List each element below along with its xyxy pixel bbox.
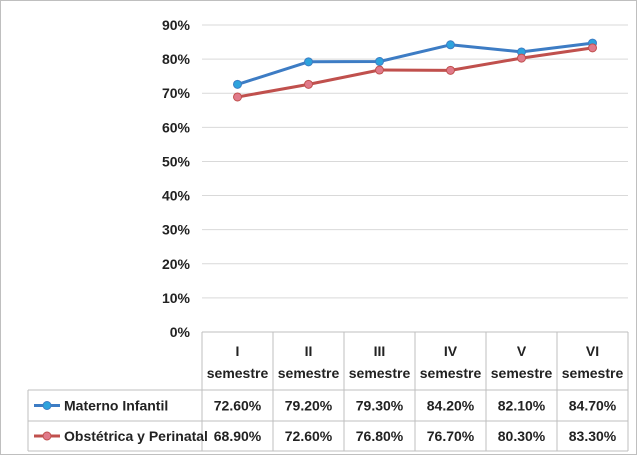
series-line-2 bbox=[237, 46, 593, 99]
y-tick-label: 70% bbox=[162, 85, 191, 101]
series-line-1 bbox=[237, 41, 593, 86]
x-category-label: I bbox=[236, 343, 240, 359]
legend-series-name: Materno Infantil bbox=[64, 398, 168, 414]
y-tick-label: 60% bbox=[162, 119, 191, 135]
y-tick-label: 20% bbox=[162, 256, 191, 272]
table-value-cell: 83.30% bbox=[569, 428, 617, 444]
data-point bbox=[517, 53, 526, 63]
data-point bbox=[375, 56, 384, 66]
data-point bbox=[233, 79, 242, 89]
data-point bbox=[446, 65, 455, 75]
table-value-cell: 79.20% bbox=[285, 398, 333, 414]
x-category-label: II bbox=[305, 343, 313, 359]
y-tick-label: 30% bbox=[162, 222, 191, 238]
table-value-cell: 84.20% bbox=[427, 398, 475, 414]
x-category-label: semestre bbox=[278, 365, 340, 381]
data-point bbox=[233, 92, 242, 102]
y-tick-label: 40% bbox=[162, 188, 191, 204]
y-tick-label: 50% bbox=[162, 153, 191, 169]
x-category-label: semestre bbox=[349, 365, 411, 381]
y-tick-label: 10% bbox=[162, 290, 191, 306]
legend-key-marker bbox=[42, 401, 52, 410]
data-point bbox=[375, 65, 384, 75]
x-category-label: V bbox=[517, 343, 527, 359]
x-category-label: semestre bbox=[207, 365, 269, 381]
table-value-cell: 84.70% bbox=[569, 398, 617, 414]
legend-key-marker bbox=[42, 431, 52, 441]
table-value-cell: 80.30% bbox=[498, 428, 546, 444]
table-value-cell: 82.10% bbox=[498, 398, 546, 414]
x-category-label: VI bbox=[586, 343, 599, 359]
data-point bbox=[446, 40, 455, 50]
y-tick-label: 80% bbox=[162, 51, 191, 67]
data-point bbox=[304, 57, 313, 67]
table-value-cell: 76.70% bbox=[427, 428, 475, 444]
x-category-label: semestre bbox=[562, 365, 624, 381]
x-category-label: semestre bbox=[420, 365, 482, 381]
data-point bbox=[588, 43, 597, 53]
table-value-cell: 79.30% bbox=[356, 398, 404, 414]
table-value-cell: 76.80% bbox=[356, 428, 404, 444]
x-category-label: IV bbox=[444, 343, 458, 359]
x-category-label: semestre bbox=[491, 365, 553, 381]
legend-series-name: Obstétrica y Perinatal bbox=[64, 428, 208, 444]
data-point bbox=[304, 79, 313, 89]
table-value-cell: 72.60% bbox=[285, 428, 333, 444]
x-category-label: III bbox=[374, 343, 386, 359]
y-tick-label: 90% bbox=[162, 17, 191, 33]
y-tick-label: 0% bbox=[170, 324, 191, 340]
table-value-cell: 68.90% bbox=[214, 428, 262, 444]
table-value-cell: 72.60% bbox=[214, 398, 262, 414]
